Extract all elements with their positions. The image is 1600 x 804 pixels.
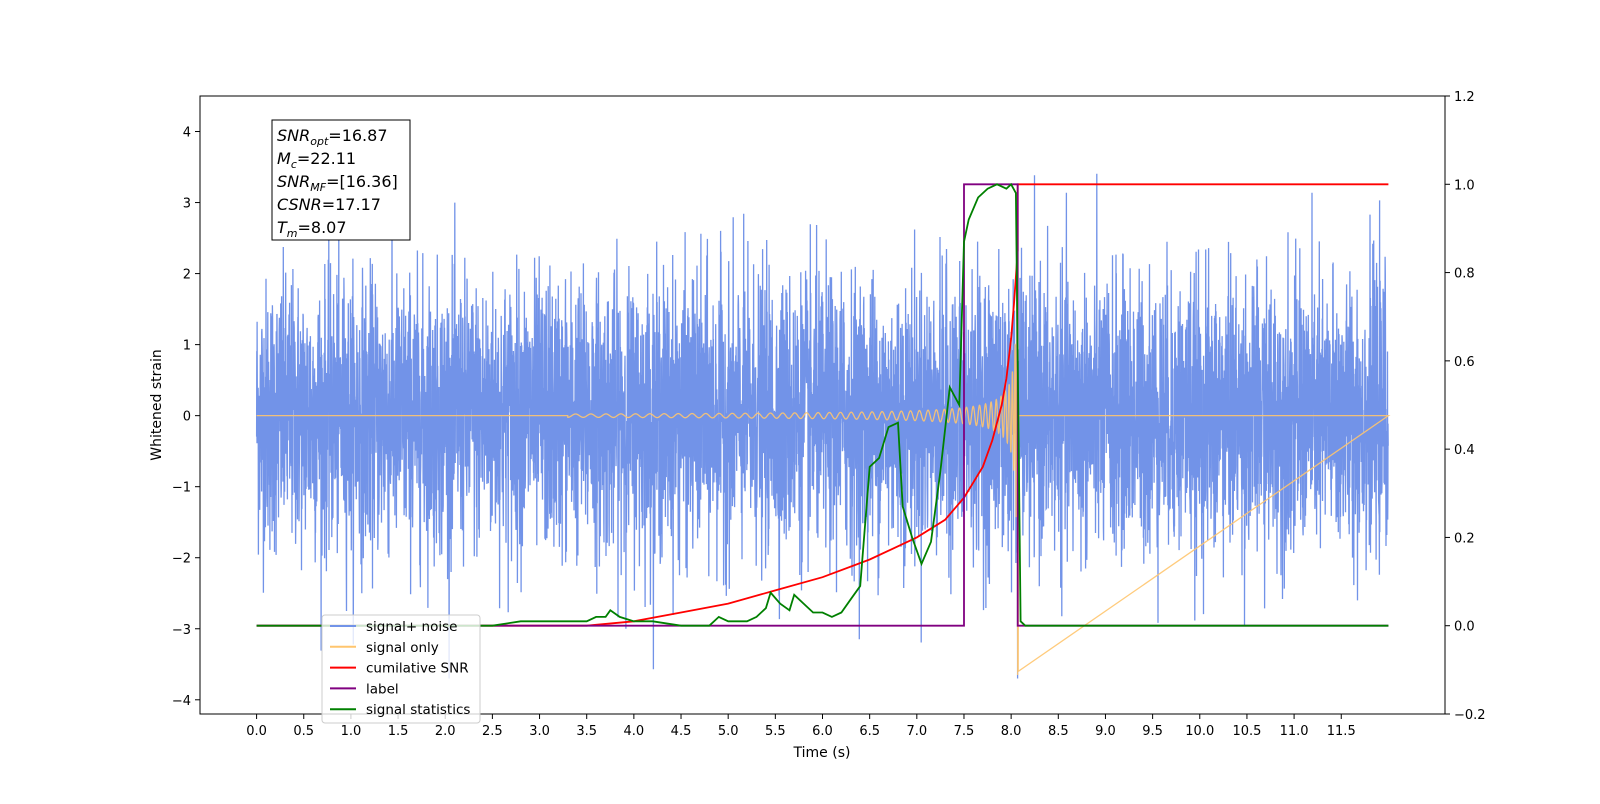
y-tick-label: −1 bbox=[172, 481, 191, 496]
x-tick-label: 10.0 bbox=[1185, 724, 1214, 739]
x-tick-label: 4.5 bbox=[671, 724, 692, 739]
y-tick-label: 0 bbox=[183, 410, 191, 425]
legend-entry: cumilative SNR bbox=[366, 661, 469, 677]
x-tick-label: 3.5 bbox=[576, 724, 597, 739]
annotation-box: SNRopt=16.87Mc=22.11SNRMF=[16.36]CSNR=17… bbox=[271, 119, 411, 241]
x-tick-label: 0.0 bbox=[246, 724, 267, 739]
series-signal-only bbox=[256, 251, 1391, 676]
annotation-frame bbox=[271, 119, 411, 241]
x-tick-label: 4.0 bbox=[624, 724, 645, 739]
y-right-tick-label: 0.6 bbox=[1454, 355, 1475, 370]
y-tick-label: 2 bbox=[183, 268, 191, 283]
y-right-tick-label: 1.2 bbox=[1454, 90, 1475, 105]
x-tick-label: 2.5 bbox=[482, 724, 503, 739]
y-right-tick-label: −0.2 bbox=[1454, 708, 1486, 723]
x-tick-label: 5.5 bbox=[765, 724, 786, 739]
x-tick-label: 3.0 bbox=[529, 724, 550, 739]
x-tick-label: 0.5 bbox=[293, 724, 314, 739]
x-axis-label: Time (s) bbox=[793, 745, 851, 761]
series-layer bbox=[255, 173, 1391, 679]
y-tick-label: 4 bbox=[183, 126, 191, 141]
y-tick-label: −3 bbox=[172, 623, 191, 638]
legend-entry: signal statistics bbox=[366, 702, 470, 718]
legend-entry: signal+ noise bbox=[366, 619, 457, 635]
legend-frame bbox=[321, 614, 481, 724]
annotation-line: Mc=22.11 bbox=[277, 149, 356, 171]
x-tick-label: 1.0 bbox=[341, 724, 362, 739]
x-tick-label: 8.5 bbox=[1048, 724, 1069, 739]
x-tick-label: 6.0 bbox=[812, 724, 833, 739]
annotation-line: SNRopt=16.87 bbox=[277, 126, 388, 148]
x-tick-label: 6.5 bbox=[859, 724, 880, 739]
x-tick-label: 7.5 bbox=[954, 724, 975, 739]
y-tick-label: 1 bbox=[183, 339, 191, 354]
x-tick-label: 11.5 bbox=[1327, 724, 1356, 739]
x-tick-label: 10.5 bbox=[1232, 724, 1261, 739]
x-tick-label: 2.0 bbox=[435, 724, 456, 739]
legend: signal+ noise signal only cumilative SNR la… bbox=[321, 614, 481, 724]
y-tick-label: −2 bbox=[172, 552, 191, 567]
x-tick-label: 8.0 bbox=[1001, 724, 1022, 739]
y-axis-label: Whitened strain bbox=[149, 349, 165, 460]
x-tick-label: 9.5 bbox=[1142, 724, 1163, 739]
y-right-tick-label: 1.0 bbox=[1454, 178, 1475, 193]
y-right-tick-label: 0.8 bbox=[1454, 267, 1475, 282]
legend-entry: signal only bbox=[366, 640, 439, 656]
y-right-tick-label: 0.2 bbox=[1454, 531, 1475, 546]
y-right-tick-label: 0.4 bbox=[1454, 443, 1475, 458]
y-tick-label: 3 bbox=[183, 197, 191, 212]
series-signal-statistics bbox=[256, 182, 1389, 627]
annotation-line: Tm=8.07 bbox=[277, 218, 347, 240]
x-tick-label: 5.0 bbox=[718, 724, 739, 739]
series-signal-noise bbox=[255, 173, 1389, 679]
x-tick-label: 1.5 bbox=[388, 724, 409, 739]
legend-entry: label bbox=[366, 681, 399, 697]
x-tick-label: 7.0 bbox=[906, 724, 927, 739]
y-tick-label: −4 bbox=[172, 694, 191, 709]
x-tick-label: 9.0 bbox=[1095, 724, 1116, 739]
y-right-tick-label: 0.0 bbox=[1454, 620, 1475, 635]
annotation-line: CSNR=17.17 bbox=[277, 195, 381, 214]
annotation-line: SNRMF=[16.36] bbox=[277, 172, 398, 194]
axes-layer: 0.0 0.5 1.0 1.5 2.0 2.5 3.0 3.5 4.0 4.5 5.0 5.5 6.0 6… bbox=[172, 90, 1486, 739]
x-tick-label: 11.0 bbox=[1280, 724, 1309, 739]
